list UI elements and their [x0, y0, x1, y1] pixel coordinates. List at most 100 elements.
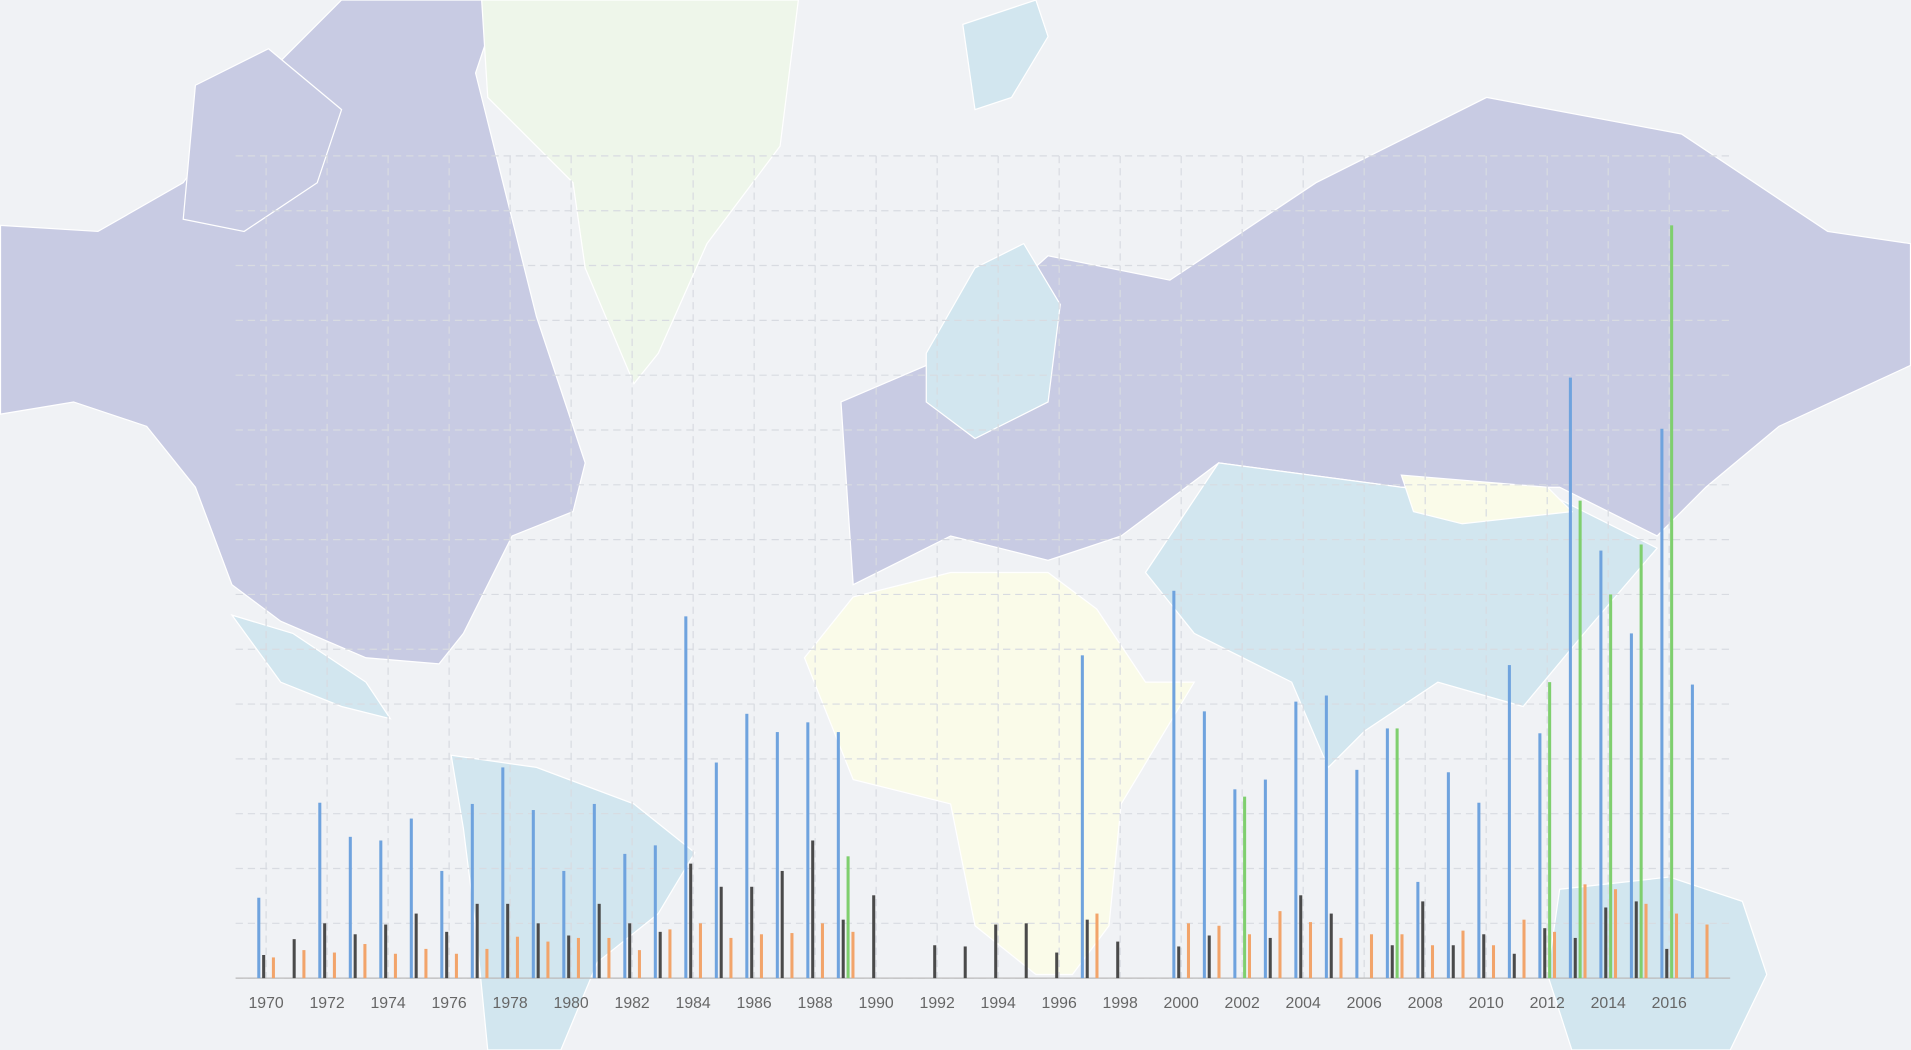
- bar: [567, 935, 571, 979]
- bar: [628, 923, 632, 979]
- bar: [1395, 728, 1399, 979]
- x-tick-label: 2002: [1225, 995, 1260, 1012]
- bar: [363, 944, 367, 979]
- bar: [1629, 633, 1633, 979]
- bar: [1538, 733, 1542, 979]
- bar: [872, 895, 876, 979]
- bar: [515, 936, 519, 979]
- bar: [1573, 937, 1577, 979]
- bar: [963, 946, 967, 979]
- bar: [348, 836, 352, 979]
- bar: [576, 937, 580, 979]
- bar: [729, 937, 733, 979]
- bar: [475, 903, 479, 979]
- bar: [1339, 937, 1343, 979]
- x-tick-label: 2000: [1164, 995, 1199, 1012]
- bar: [1477, 802, 1481, 979]
- x-tick-label: 1986: [737, 995, 772, 1012]
- bar: [393, 953, 397, 979]
- bar: [1268, 937, 1272, 979]
- bar: [1522, 919, 1526, 979]
- x-tick-label: 2014: [1591, 995, 1626, 1012]
- x-tick-label: 1998: [1103, 995, 1138, 1012]
- bar: [806, 722, 810, 979]
- bar: [750, 886, 754, 979]
- bar: [1247, 934, 1252, 979]
- bar: [1202, 711, 1206, 979]
- bar: [531, 810, 535, 979]
- bar: [1308, 922, 1313, 979]
- x-tick-label: 1988: [798, 995, 833, 1012]
- bar: [811, 840, 815, 979]
- bar: [353, 934, 357, 979]
- bar: [1095, 913, 1099, 979]
- bar: [1055, 952, 1059, 979]
- bar: [1568, 377, 1572, 979]
- bar: [1583, 884, 1587, 979]
- bar: [607, 937, 611, 979]
- bar: [1451, 945, 1455, 979]
- bar: [1177, 946, 1181, 979]
- bar: [1294, 701, 1298, 979]
- bar: [1604, 907, 1608, 979]
- bar: [470, 803, 474, 979]
- bar: [1421, 901, 1425, 979]
- bar: [384, 924, 388, 979]
- bar: [623, 853, 627, 979]
- bar: [790, 933, 794, 979]
- bar: [836, 732, 840, 979]
- bar: [1116, 941, 1120, 979]
- bar: [323, 923, 327, 979]
- bar: [1634, 901, 1638, 979]
- x-tick-label: 2004: [1286, 995, 1321, 1012]
- bar: [714, 762, 718, 979]
- bar: [637, 950, 641, 979]
- bar: [658, 931, 662, 979]
- x-tick-label: 2010: [1469, 995, 1504, 1012]
- bar: [1207, 935, 1211, 979]
- x-tick-label: 1976: [432, 995, 467, 1012]
- bar: [1512, 953, 1516, 979]
- x-tick-label: 1982: [615, 995, 650, 1012]
- bar: [1390, 945, 1394, 979]
- bar: [1278, 911, 1282, 979]
- bar: [1024, 923, 1028, 979]
- x-tick-label: 1990: [859, 995, 894, 1012]
- bar: [775, 732, 779, 979]
- x-tick-label: 1970: [248, 995, 283, 1012]
- bar: [562, 870, 566, 979]
- bar: [1674, 913, 1679, 979]
- bar: [653, 845, 657, 979]
- bar: [1690, 684, 1694, 979]
- bar: [759, 934, 763, 979]
- bar: [1085, 919, 1089, 979]
- bar: [257, 897, 261, 979]
- bar: [1080, 655, 1084, 979]
- bar: [780, 870, 784, 979]
- bar: [592, 803, 596, 979]
- bar: [1461, 930, 1465, 979]
- bar: [454, 953, 458, 979]
- x-tick-label: 1996: [1042, 995, 1077, 1012]
- bar: [379, 840, 383, 979]
- bar: [1355, 769, 1359, 979]
- bar: [1670, 225, 1674, 979]
- bar: [332, 952, 336, 979]
- bar: [689, 863, 693, 979]
- x-tick-label: 1972: [310, 995, 345, 1012]
- bar: [1243, 796, 1247, 979]
- x-tick-label: 2012: [1530, 995, 1565, 1012]
- bar: [1400, 934, 1404, 979]
- x-tick-label: 1992: [920, 995, 955, 1012]
- bar: [1609, 594, 1613, 979]
- bar: [994, 924, 998, 979]
- x-tick-label: 2016: [1652, 995, 1687, 1012]
- bar: [506, 903, 510, 979]
- bar: [302, 950, 306, 979]
- bar: [1665, 948, 1669, 979]
- bar: [1186, 923, 1191, 979]
- bar: [292, 939, 296, 979]
- x-tick-label: 1994: [981, 995, 1016, 1012]
